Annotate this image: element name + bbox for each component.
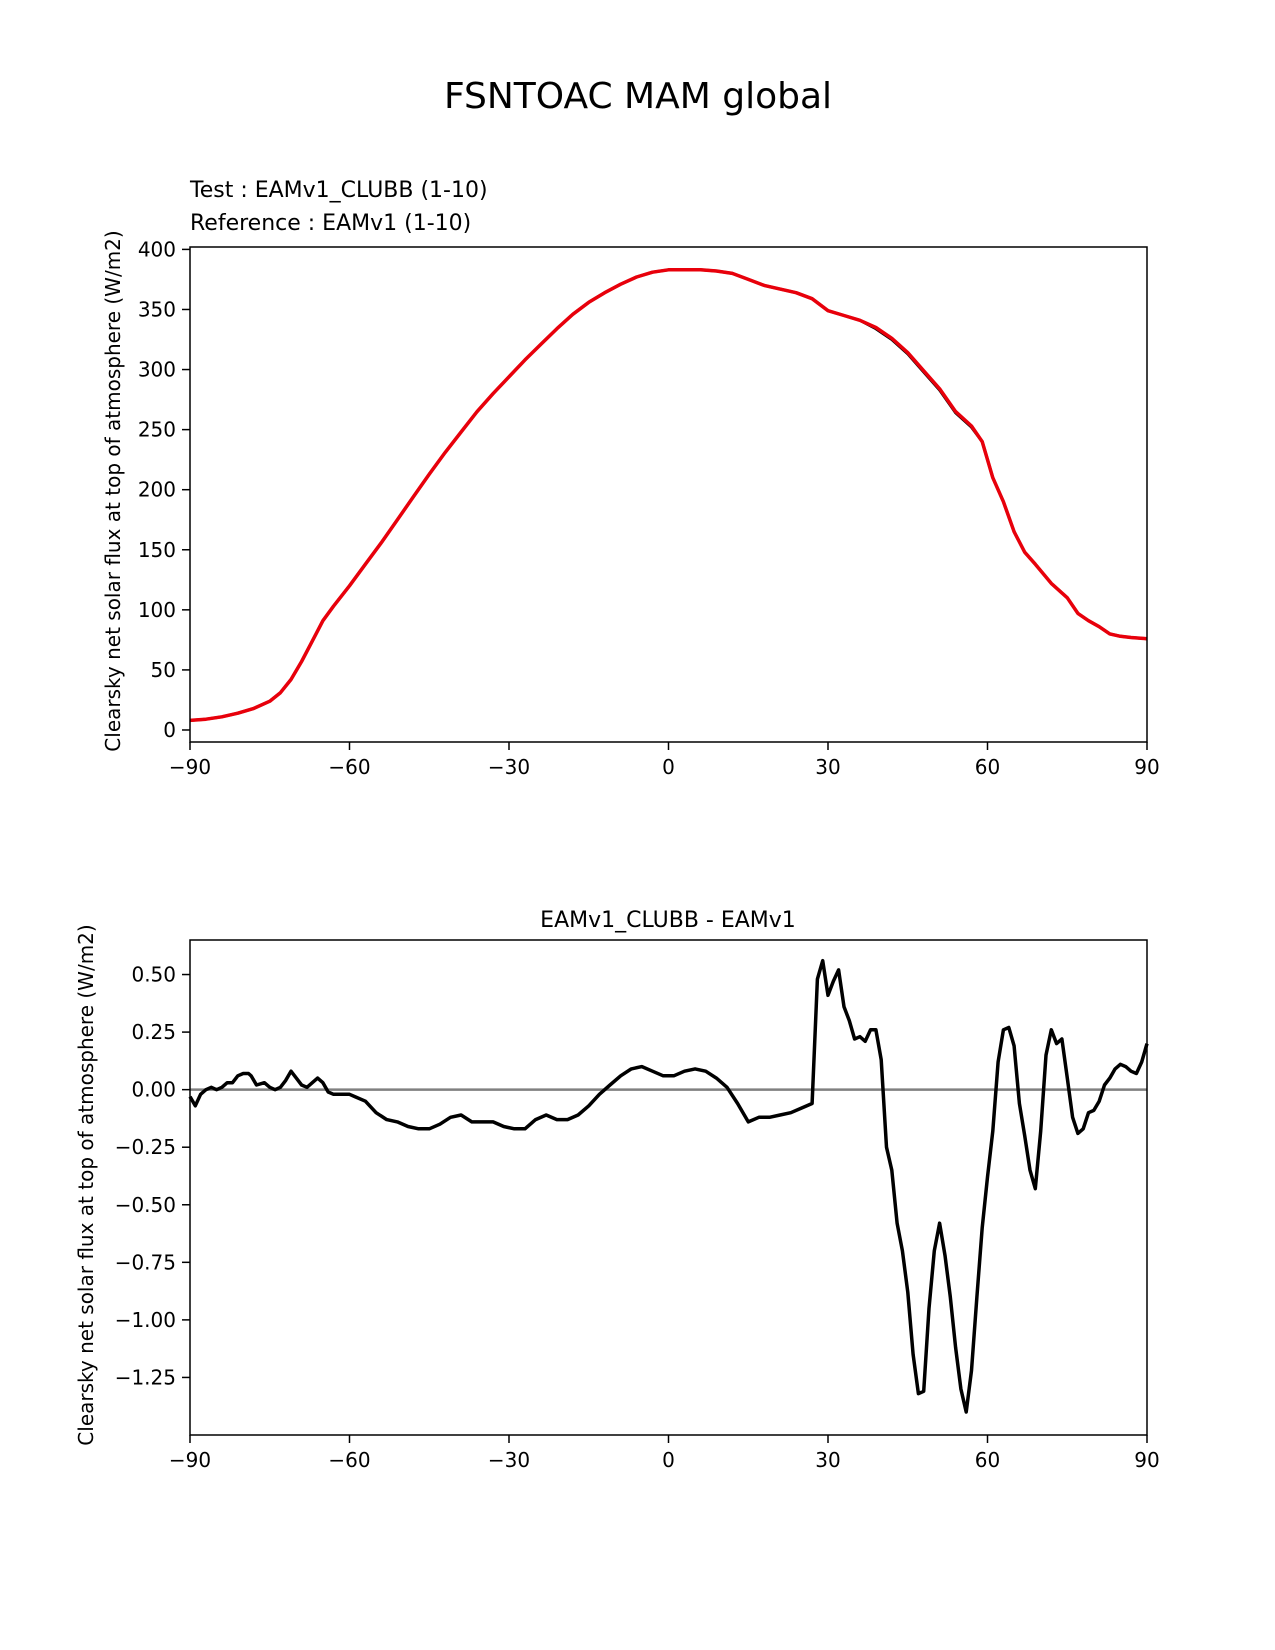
x-tick-label: −60: [328, 1448, 370, 1472]
figure-title: FSNTOAC MAM global: [444, 76, 832, 117]
test-label: Test : EAMv1_CLUBB (1-10): [189, 178, 488, 203]
y-tick-label: −0.50: [115, 1193, 176, 1217]
y-tick-label: −1.00: [115, 1308, 176, 1332]
top-panel: Test : EAMv1_CLUBB (1-10) Reference : EA…: [101, 178, 1160, 779]
x-tick-label: 90: [1134, 1448, 1159, 1472]
y-tick-label: −0.25: [115, 1135, 176, 1159]
bottom-panel: EAMv1_CLUBB - EAMv1 Clearsky net solar f…: [74, 908, 1160, 1472]
y-tick-label: 0.50: [131, 963, 176, 987]
y-tick-label: 150: [138, 538, 176, 562]
x-tick-label: −30: [488, 755, 530, 779]
y-tick-label: 400: [138, 237, 176, 261]
bottom-y-axis-label: Clearsky net solar flux at top of atmosp…: [74, 924, 98, 1445]
x-tick-label: 30: [815, 755, 840, 779]
difference-series-line: [188, 958, 1149, 1414]
y-tick-label: −1.25: [115, 1365, 176, 1389]
y-tick-label: 250: [138, 418, 176, 442]
difference-title: EAMv1_CLUBB - EAMv1: [540, 908, 796, 933]
y-tick-label: 0.25: [131, 1020, 176, 1044]
x-tick-label: −90: [169, 755, 211, 779]
x-tick-label: 60: [975, 755, 1000, 779]
x-tick-label: 30: [815, 1448, 840, 1472]
x-tick-label: 0: [662, 755, 675, 779]
y-tick-label: 200: [138, 478, 176, 502]
x-tick-label: 60: [975, 1448, 1000, 1472]
top-plot-frame: [189, 246, 1148, 743]
top-y-axis-label: Clearsky net solar flux at top of atmosp…: [101, 230, 125, 751]
y-tick-label: 350: [138, 297, 176, 321]
x-tick-label: −90: [169, 1448, 211, 1472]
x-tick-label: −30: [488, 1448, 530, 1472]
x-tick-label: 90: [1134, 755, 1159, 779]
x-tick-label: 0: [662, 1448, 675, 1472]
y-tick-label: 100: [138, 598, 176, 622]
y-tick-label: 50: [151, 658, 176, 682]
reference-series-line: [189, 268, 1148, 723]
test-series-line: [189, 268, 1148, 722]
y-tick-label: 300: [138, 358, 176, 382]
bottom-plot-frame: [189, 939, 1148, 1436]
x-tick-label: −60: [328, 755, 370, 779]
reference-label: Reference : EAMv1 (1-10): [190, 211, 471, 236]
y-tick-label: −0.75: [115, 1250, 176, 1274]
y-tick-label: 0.00: [131, 1078, 176, 1102]
y-tick-label: 0: [163, 718, 176, 742]
